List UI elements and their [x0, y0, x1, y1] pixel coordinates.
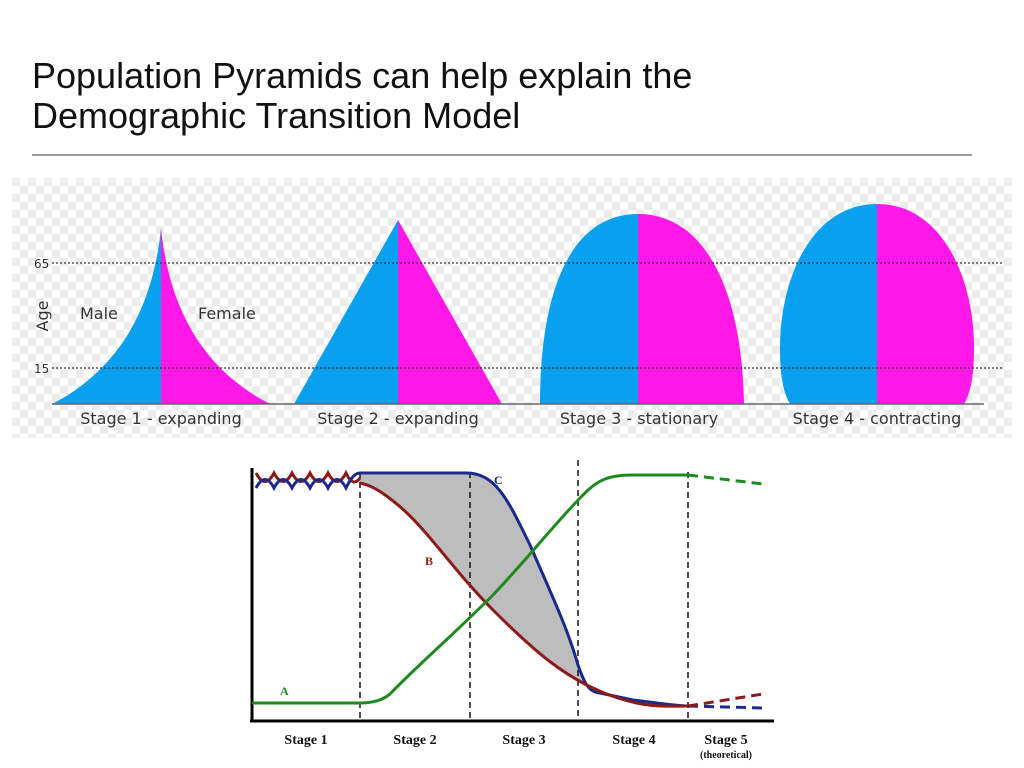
stage-2-male-area	[294, 220, 398, 404]
dtm-stage-2-label: Stage 2	[393, 733, 436, 748]
line-b-stage5	[687, 692, 764, 708]
age-axis-label: Age	[33, 301, 52, 332]
series-label-b: B	[425, 554, 433, 568]
population-pyramids-figure: 65 15 Age Male Female Stage 1 - expandin…	[12, 178, 1012, 438]
natural-increase-shading	[360, 473, 688, 707]
dtm-stage-1-label: Stage 1	[284, 733, 327, 748]
stage-4-female-area	[877, 204, 974, 404]
age-15-label: 15	[34, 362, 49, 376]
stage-3-label: Stage 3 - stationary	[560, 409, 718, 428]
line-a	[252, 473, 688, 705]
pyramid-stage-4	[780, 204, 974, 404]
stage-1-male-area	[52, 228, 161, 404]
stage-1-female-area	[161, 228, 270, 404]
pyramid-stage-2	[294, 220, 502, 404]
dtm-stage-3-label: Stage 3	[502, 733, 545, 748]
pyramid-stage-3	[540, 214, 744, 404]
line-b	[359, 481, 689, 708]
line-c	[360, 471, 689, 708]
stage-2-female-area	[398, 220, 502, 404]
stage-3-female-area	[638, 214, 744, 404]
dtm-stage-4-label: Stage 4	[612, 733, 655, 748]
pyramid-stage-1	[52, 228, 270, 404]
line-b-stage1	[254, 469, 362, 484]
series-label-c: C	[494, 473, 503, 487]
demographic-transition-diagram: A B C Stage 1 Stage 2 Stage 3 Stage 4 St…	[250, 460, 774, 761]
line-c-stage1	[254, 471, 361, 492]
stage-3-male-area	[540, 214, 638, 404]
dtm-stage-5-note: (theoretical)	[700, 750, 752, 761]
stage-2-label: Stage 2 - expanding	[317, 409, 478, 428]
stage-4-male-area	[780, 204, 877, 404]
stage-1-label: Stage 1 - expanding	[80, 409, 241, 428]
male-label: Male	[80, 304, 118, 323]
age-65-label: 65	[34, 257, 49, 271]
slide-title: Population Pyramids can help explain the…	[32, 55, 693, 136]
series-label-a: A	[280, 684, 289, 698]
line-c-stage5	[687, 704, 764, 710]
dtm-stage-5-label: Stage 5	[704, 733, 747, 748]
stage-4-label: Stage 4 - contracting	[793, 409, 962, 428]
title-divider	[32, 154, 972, 156]
line-a-stage5	[687, 473, 764, 486]
female-label: Female	[198, 304, 256, 323]
